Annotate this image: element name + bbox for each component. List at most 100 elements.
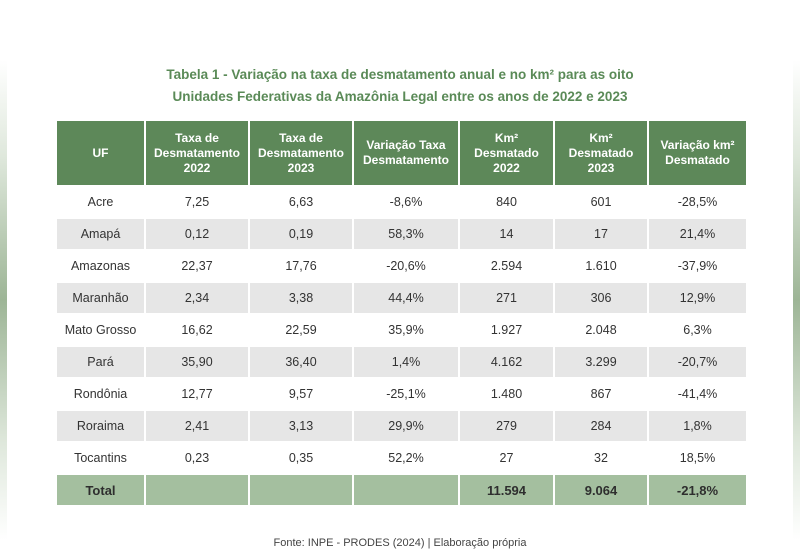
table-cell: 4.162 [460,347,553,377]
table-title: Tabela 1 - Variação na taxa de desmatame… [60,64,740,108]
table-cell: 0,12 [146,219,248,249]
table-cell: 44,4% [354,283,458,313]
column-header: Taxa de Desmatamento 2023 [250,121,352,185]
table-cell: 2,34 [146,283,248,313]
table-row: Pará 35,90 36,40 1,4% 4.162 3.299 -20,7% [57,347,746,377]
table-cell: 601 [555,187,647,217]
table-cell: 12,77 [146,379,248,409]
table-cell: 0,23 [146,443,248,473]
table-row: Maranhão 2,34 3,38 44,4% 271 306 12,9% [57,283,746,313]
total-cell: 9.064 [555,475,647,505]
total-cell: -21,8% [649,475,746,505]
total-row: Total 11.594 9.064 -21,8% [57,475,746,505]
column-header-line: UF [92,145,109,160]
column-header: Variação Taxa Desmatamento [354,121,458,185]
uf-name-cell: Amapá [57,219,144,249]
table-cell: 22,59 [250,315,352,345]
column-header-line: Km² [589,130,613,145]
table-cell: 1.480 [460,379,553,409]
uf-name-cell: Tocantins [57,443,144,473]
column-header-line: 2022 [493,160,520,175]
table-cell: 52,2% [354,443,458,473]
table-cell: 35,9% [354,315,458,345]
table-row: Rondônia 12,77 9,57 -25,1% 1.480 867 -41,4% [57,379,746,409]
table-title-line-1: Tabela 1 - Variação na taxa de desmatame… [166,67,634,82]
table-cell: 2,41 [146,411,248,441]
column-header-line: Km² [494,130,519,145]
column-header: UF [57,121,144,185]
table-row: Amazonas 22,37 17,76 -20,6% 2.594 1.610 -37,9% [57,251,746,281]
table-cell: 22,37 [146,251,248,281]
column-header: Variação km² Desmatado [649,121,746,185]
table-cell: 3.299 [555,347,647,377]
table-cell: 279 [460,411,553,441]
left-edge-decoration [0,60,7,540]
table-row: Tocantins 0,23 0,35 52,2% 27 32 18,5% [57,443,746,473]
uf-name-cell: Maranhão [57,283,144,313]
uf-name-cell: Rondônia [57,379,144,409]
table-cell: 840 [460,187,553,217]
table-cell: 867 [555,379,647,409]
table-cell: 2.594 [460,251,553,281]
table-cell: -25,1% [354,379,458,409]
table-cell: 1,4% [354,347,458,377]
column-header: Km² Desmatado 2023 [555,121,647,185]
table-cell: 306 [555,283,647,313]
uf-name-cell: Roraima [57,411,144,441]
table-cell: 17 [555,219,647,249]
total-cell [146,475,248,505]
right-edge-decoration [793,60,800,540]
total-cell [250,475,352,505]
table-cell: -28,5% [649,187,746,217]
source-note: Fonte: INPE - PRODES (2024) | Elaboração… [273,537,527,549]
table-cell: 271 [460,283,553,313]
table-cell: 2.048 [555,315,647,345]
column-header-line: Desmatamento [257,145,345,160]
table-cell: 58,3% [354,219,458,249]
table-cell: 27 [460,443,553,473]
column-header-line: 2022 [183,160,211,175]
table-header-row: UF Taxa de Desmatamento 2022 Taxa de Desmatam… [57,121,746,185]
table-cell: 17,76 [250,251,352,281]
table-cell: 36,40 [250,347,352,377]
table-cell: 0,19 [250,219,352,249]
table-cell: 6,63 [250,187,352,217]
table-cell: 32 [555,443,647,473]
table-cell: 35,90 [146,347,248,377]
table-cell: 21,4% [649,219,746,249]
column-header-line: 2023 [287,160,315,175]
table-cell: -37,9% [649,251,746,281]
column-header-line: Desmatamento [362,153,450,167]
column-header-line: Desmatamento [153,145,241,160]
column-header: Taxa de Desmatamento 2022 [146,121,248,185]
uf-name-cell: Acre [57,187,144,217]
total-label: Total [57,475,144,505]
column-header-line: Desmatado [568,145,634,160]
column-header-line: Taxa de [279,130,323,145]
table-cell: 1.610 [555,251,647,281]
table-cell: 1.927 [460,315,553,345]
deforestation-table: UF Taxa de Desmatamento 2022 Taxa de Desmatam… [55,119,748,507]
table-row: Roraima 2,41 3,13 29,9% 279 284 1,8% [57,411,746,441]
table-title-line-2: Unidades Federativas da Amazônia Legal e… [172,89,628,104]
column-header-line: Desmatado [665,153,730,167]
table-cell: 16,62 [146,315,248,345]
column-header-line: Taxa de [175,130,219,145]
table-cell: 3,38 [250,283,352,313]
table-cell: 14 [460,219,553,249]
table-cell: -41,4% [649,379,746,409]
column-header: Km² Desmatado 2022 [460,121,553,185]
table-cell: 9,57 [250,379,352,409]
uf-name-cell: Mato Grosso [57,315,144,345]
uf-name-cell: Amazonas [57,251,144,281]
table-cell: 0,35 [250,443,352,473]
table-cell: -20,7% [649,347,746,377]
table-cell: 6,3% [649,315,746,345]
table-cell: 18,5% [649,443,746,473]
total-cell [354,475,458,505]
table-row: Amapá 0,12 0,19 58,3% 14 17 21,4% [57,219,746,249]
table-cell: 1,8% [649,411,746,441]
table-cell: 284 [555,411,647,441]
column-header-line: 2023 [587,160,615,175]
table-cell: 7,25 [146,187,248,217]
